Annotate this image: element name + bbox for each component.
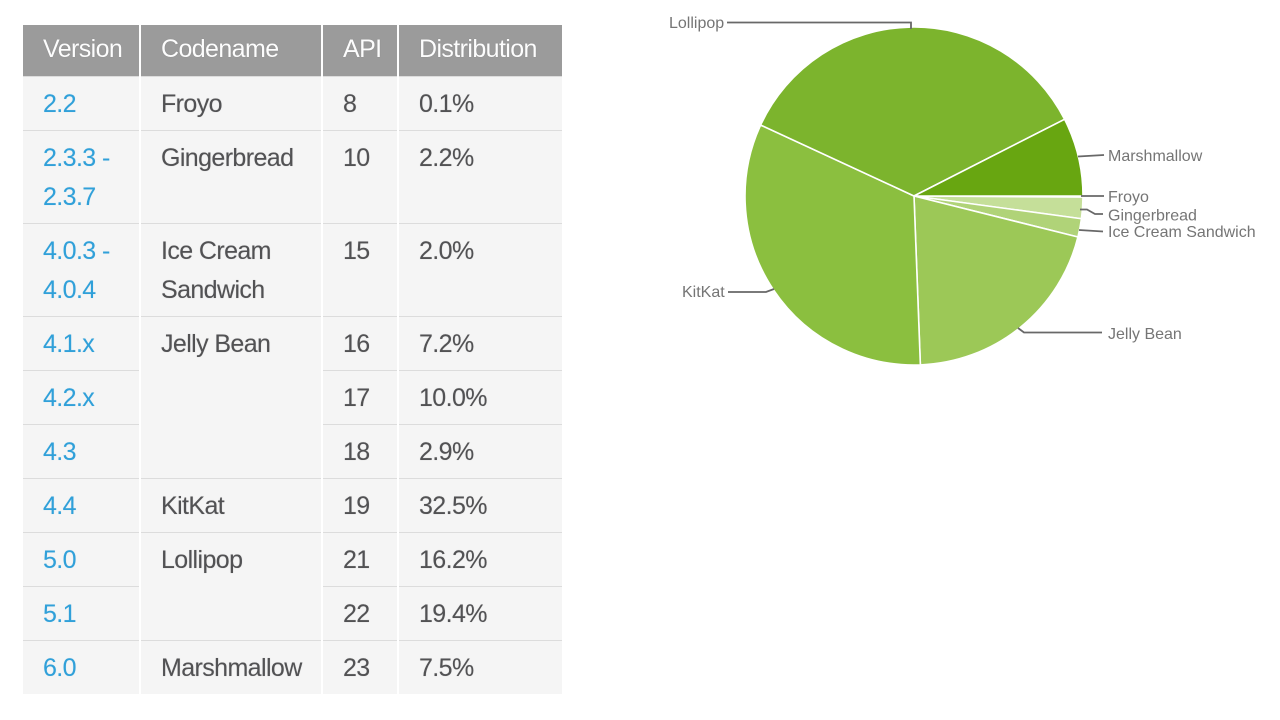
svg-text:Jelly Bean: Jelly Bean [1108, 326, 1182, 343]
svg-text:Gingerbread: Gingerbread [1108, 208, 1197, 225]
svg-text:Ice Cream Sandwich: Ice Cream Sandwich [1108, 224, 1256, 241]
svg-text:Froyo: Froyo [1108, 189, 1149, 206]
svg-text:Marshmallow: Marshmallow [1108, 148, 1203, 165]
svg-text:KitKat: KitKat [682, 284, 725, 301]
svg-text:Lollipop: Lollipop [669, 15, 724, 32]
